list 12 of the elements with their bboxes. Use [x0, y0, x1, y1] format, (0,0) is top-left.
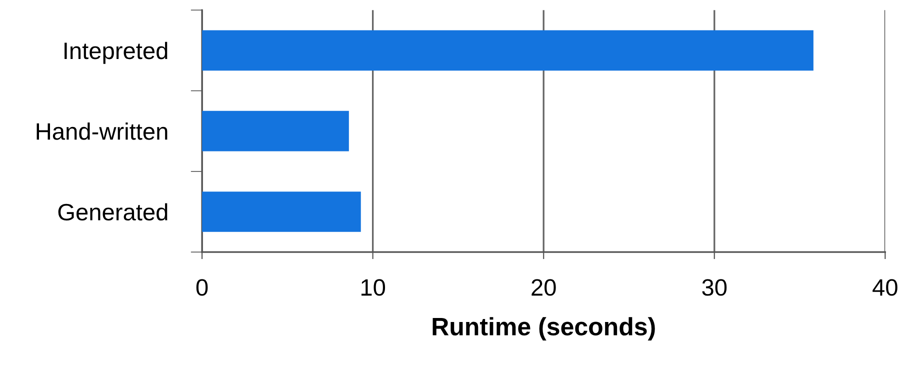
y-tick-label: Generated	[58, 203, 168, 221]
x-tick-label: 0	[196, 279, 208, 296]
x-tick-label: 20	[532, 279, 556, 296]
x-tick-label: 40	[872, 279, 898, 296]
x-tick-label: 30	[702, 279, 727, 296]
x-tick-label: 10	[361, 279, 386, 296]
y-tick-label: Intepreted	[64, 42, 168, 64]
x-axis-title: Runtime (seconds)	[432, 317, 655, 340]
bar	[202, 30, 814, 71]
y-tick-label: Hand-written	[36, 122, 168, 140]
bar	[202, 192, 361, 232]
bar	[202, 110, 349, 152]
